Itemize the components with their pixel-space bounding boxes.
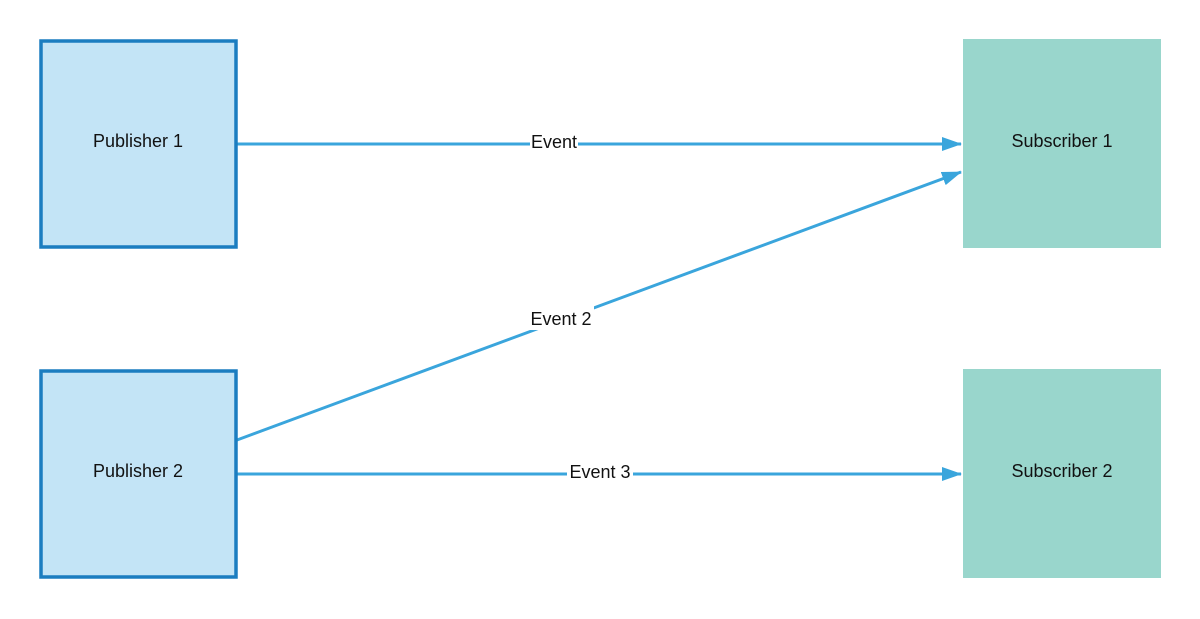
node-label-subscriber-1: Subscriber 1 <box>1011 131 1112 151</box>
edge-label-event: Event <box>531 132 577 152</box>
edge-event[interactable]: Event <box>237 132 962 154</box>
edge-event-2[interactable]: Event 2 <box>236 170 962 442</box>
node-label-publisher-2: Publisher 2 <box>93 461 183 481</box>
edge-label-event-3: Event 3 <box>569 462 630 482</box>
node-publisher-2[interactable]: Publisher 2 <box>39 369 238 579</box>
edge-event-3[interactable]: Event 3 <box>237 462 962 484</box>
node-label-subscriber-2: Subscriber 2 <box>1011 461 1112 481</box>
node-label-publisher-1: Publisher 1 <box>93 131 183 151</box>
node-subscriber-2[interactable]: Subscriber 2 <box>963 369 1161 578</box>
node-subscriber-1[interactable]: Subscriber 1 <box>963 39 1161 248</box>
node-publisher-1[interactable]: Publisher 1 <box>39 39 238 249</box>
edge-label-event-2: Event 2 <box>530 309 591 329</box>
